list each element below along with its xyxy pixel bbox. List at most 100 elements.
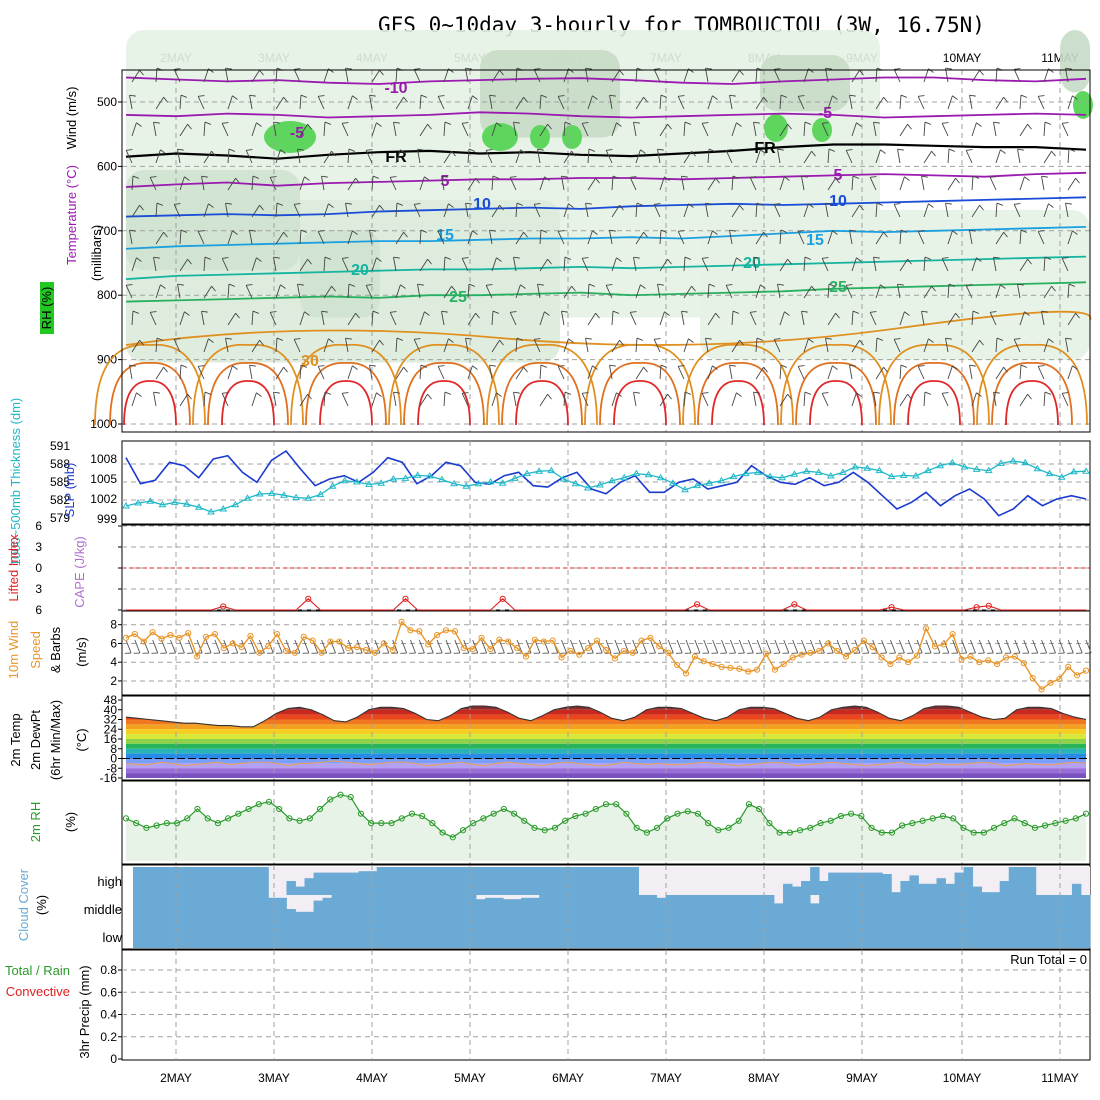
barb-shaft — [803, 392, 806, 407]
wind-barb — [1066, 639, 1074, 654]
rh2m-marker — [143, 824, 150, 831]
rh2m-marker — [745, 801, 753, 808]
barb-feather — [270, 176, 277, 178]
wind-barb — [779, 311, 790, 326]
wind-barb — [825, 67, 832, 83]
barb-feather — [664, 176, 670, 181]
barb-feather — [798, 95, 805, 97]
barb-shaft — [299, 123, 308, 137]
wind-barb — [125, 149, 133, 164]
y-tick-label: 6 — [35, 603, 42, 617]
wind-barb — [395, 284, 406, 299]
barb-feather — [726, 149, 733, 151]
li-marker — [791, 601, 798, 608]
cloud-bar — [313, 923, 323, 948]
barb-shaft — [969, 95, 973, 110]
rh2m-marker — [296, 817, 303, 824]
wind10-marker — [194, 653, 201, 660]
barb-feather — [684, 121, 692, 125]
cloud-bar — [999, 923, 1010, 948]
barb-shaft — [1037, 366, 1045, 380]
wind-barb — [341, 392, 349, 407]
thickness-marker — [1069, 467, 1078, 475]
thickness-marker — [997, 459, 1005, 466]
barb-shaft — [659, 95, 662, 110]
barb-shaft — [825, 68, 829, 83]
barb-shaft — [369, 365, 373, 380]
cloud-bar — [448, 923, 459, 948]
barb-shaft — [753, 122, 757, 137]
barb-feather — [619, 204, 624, 211]
barb-shaft — [803, 338, 809, 353]
wind-barb — [951, 639, 959, 654]
cloud-bar — [873, 923, 883, 948]
barb-shaft — [849, 230, 853, 245]
rh-high-area — [482, 123, 518, 151]
wind-barb — [293, 338, 301, 353]
cloud-bar — [900, 881, 910, 895]
isotherm-label: FR — [754, 140, 776, 157]
barb-shaft — [845, 639, 852, 654]
wind10-marker — [211, 630, 218, 638]
cloud-bar — [855, 872, 865, 895]
barb-feather — [636, 202, 644, 206]
barb-feather — [318, 230, 325, 232]
cloud-bar — [521, 923, 531, 948]
cloud-bar — [295, 911, 305, 923]
wind-barb — [1065, 67, 1072, 83]
wind-barb — [480, 639, 488, 654]
y-tick-label: 0 — [110, 752, 117, 766]
wind-barb — [827, 95, 838, 110]
barb-feather — [448, 338, 454, 343]
warm-contour — [809, 380, 863, 426]
barb-shaft — [899, 393, 908, 407]
barb-shaft — [413, 69, 421, 83]
barb-shaft — [681, 176, 685, 191]
rh2m-marker — [1082, 810, 1090, 817]
cloud-bar — [331, 923, 342, 948]
barb-feather — [441, 175, 448, 178]
barb-shaft — [1067, 365, 1073, 380]
barb-feather — [990, 311, 997, 313]
wind-barb — [323, 150, 336, 164]
wind10-marker — [131, 630, 138, 638]
wind-barb — [419, 393, 432, 407]
temp-band — [126, 706, 1086, 710]
barb-feather — [945, 337, 952, 340]
thickness-marker — [620, 473, 629, 481]
barb-feather — [225, 67, 232, 70]
cloud-bar — [476, 923, 486, 948]
wind-barb — [515, 337, 524, 353]
wind-barb — [923, 256, 932, 272]
wind-barb — [611, 175, 620, 191]
barb-shaft — [629, 312, 637, 326]
barb-feather — [942, 257, 949, 259]
wind-barb — [131, 257, 142, 272]
thickness-marker — [122, 502, 130, 509]
barb-shaft — [899, 95, 902, 110]
wind-barb — [221, 122, 229, 137]
barb-shaft — [179, 311, 185, 326]
rh2m-marker — [510, 810, 518, 817]
barb-shaft — [179, 258, 188, 272]
barb-shaft — [995, 338, 998, 353]
rh2m-marker — [899, 822, 906, 829]
wind-barb — [251, 204, 264, 218]
cloud-bar — [214, 895, 224, 923]
barb-feather — [777, 148, 784, 151]
barb-shaft — [347, 95, 353, 110]
barb-feather — [417, 148, 424, 151]
y-tick-label: -8 — [106, 761, 117, 775]
barb-shaft — [155, 231, 164, 245]
cross-section-frame — [121, 69, 1091, 433]
barb-shaft — [635, 231, 644, 245]
barb-feather — [376, 122, 382, 127]
wind-barb — [155, 149, 166, 164]
wind-barb — [513, 256, 520, 272]
barb-shaft — [249, 365, 253, 380]
barb-feather — [126, 284, 133, 286]
wind-barb — [1019, 393, 1032, 407]
cloud-bar — [1071, 883, 1082, 895]
barb-feather — [1003, 231, 1008, 238]
wind-barb — [585, 67, 592, 83]
